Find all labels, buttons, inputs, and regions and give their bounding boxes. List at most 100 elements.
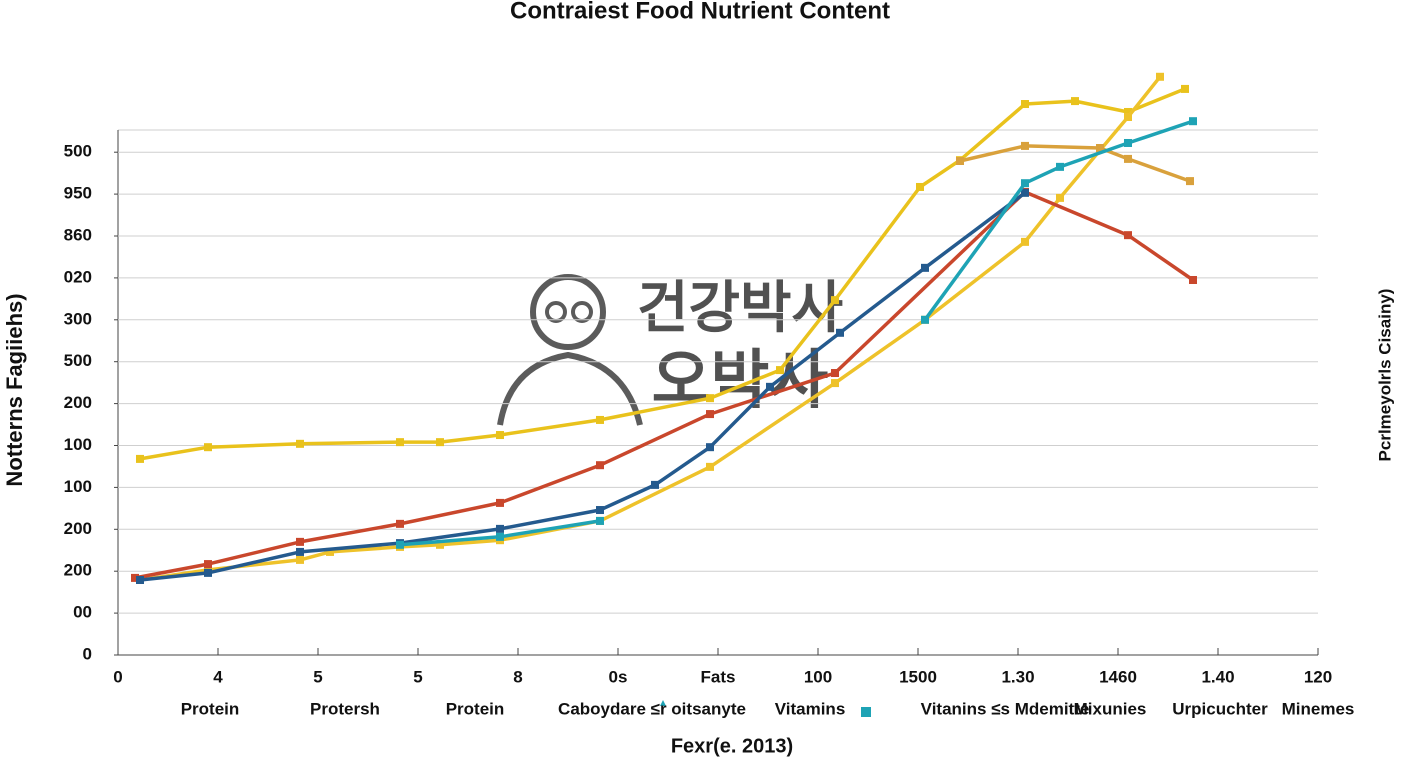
point-marker: [1021, 188, 1029, 197]
category-label: Protersh: [310, 699, 380, 718]
series-line: [139, 191, 1027, 582]
y-tick-label: 300: [64, 309, 92, 328]
point-marker: [496, 498, 504, 507]
x-tick-label: 4: [213, 667, 223, 686]
point-marker: [1156, 72, 1164, 81]
point-marker: [596, 516, 604, 525]
y-tick-label: 500: [64, 142, 92, 161]
x-tick-label: 1.40: [1201, 667, 1234, 686]
point-marker: [1181, 84, 1189, 93]
point-marker: [326, 547, 334, 556]
x-tick-label: 8: [513, 667, 522, 686]
x-tick-label: 0: [113, 667, 122, 686]
legend-swatch: [861, 707, 871, 717]
y-tick-label: 100: [64, 477, 92, 496]
point-marker: [496, 431, 504, 440]
point-marker: [706, 410, 714, 419]
point-marker: [204, 560, 212, 569]
y-tick-label: 00: [73, 603, 92, 622]
watermark: [497, 274, 643, 426]
y-tick-label: 100: [64, 435, 92, 454]
y-tick-label: 500: [64, 351, 92, 370]
point-marker: [396, 540, 404, 549]
point-marker: [436, 438, 444, 447]
point-marker: [1021, 179, 1029, 188]
chart-title: Contraiest Food Nutrient Content: [510, 0, 890, 24]
x-tick-label: 0s: [609, 667, 628, 686]
watermark-text: 건강박사: [637, 276, 843, 339]
point-marker: [766, 382, 774, 391]
category-label: Mixunies: [1074, 699, 1147, 718]
point-marker: [1189, 275, 1197, 284]
series-line: [959, 144, 1191, 183]
point-marker: [1021, 237, 1029, 246]
point-marker: [706, 394, 714, 403]
point-marker: [1021, 100, 1029, 109]
point-marker: [136, 575, 144, 584]
point-marker: [831, 369, 839, 378]
point-marker: [1071, 97, 1079, 106]
point-marker: [136, 454, 144, 463]
point-marker: [296, 547, 304, 556]
category-label: Vitamins: [775, 699, 846, 718]
point-marker: [956, 156, 964, 165]
point-marker: [1124, 113, 1132, 122]
point-marker: [1021, 141, 1029, 150]
category-label: Protein: [446, 699, 505, 718]
point-marker: [706, 462, 714, 471]
x-tick-label: 5: [313, 667, 322, 686]
point-marker: [1189, 117, 1197, 126]
y2-axis-label: Pcrlmeyolrls Cisainy): [1375, 289, 1394, 462]
point-marker: [836, 328, 844, 337]
point-marker: [131, 573, 139, 582]
point-marker: [496, 524, 504, 533]
category-label: Caboydare ≤r oitsanyte: [558, 699, 746, 718]
point-marker: [1056, 193, 1064, 202]
category-label: Vitanins ≤s Mdemitte: [921, 699, 1090, 718]
point-marker: [1096, 144, 1104, 153]
legend-swatch: [660, 700, 666, 706]
point-marker: [831, 379, 839, 388]
point-marker: [1124, 107, 1132, 116]
category-label: Protein: [181, 699, 240, 718]
y-tick-label: 0: [83, 644, 92, 663]
point-marker: [651, 480, 659, 489]
point-marker: [1186, 177, 1194, 186]
point-marker: [204, 568, 212, 577]
x-tick-label: 120: [1304, 667, 1332, 686]
point-marker: [596, 415, 604, 424]
y-tick-label: 860: [64, 225, 92, 244]
point-marker: [921, 263, 929, 272]
y-tick-label: 200: [64, 519, 92, 538]
point-marker: [204, 443, 212, 452]
point-marker: [916, 182, 924, 191]
point-marker: [1124, 231, 1132, 240]
x-tick-label: 1460: [1099, 667, 1137, 686]
y-tick-label: 950: [64, 184, 92, 203]
point-marker: [1124, 138, 1132, 147]
x-tick-label: Fats: [701, 667, 736, 686]
point-marker: [436, 540, 444, 549]
point-marker: [706, 443, 714, 452]
y-tick-label: 200: [64, 561, 92, 580]
x-tick-label: 1.30: [1001, 667, 1034, 686]
x-tick-label: 100: [804, 667, 832, 686]
point-marker: [1124, 154, 1132, 163]
point-marker: [596, 461, 604, 470]
point-marker: [831, 296, 839, 305]
series-line: [139, 87, 1186, 461]
point-marker: [1056, 162, 1064, 171]
y-axis-label: Notterns Fagiiehs): [2, 293, 27, 486]
point-marker: [396, 438, 404, 447]
point-marker: [596, 506, 604, 515]
x-tick-label: 5: [413, 667, 422, 686]
category-label: Urpicuchter: [1172, 699, 1268, 718]
point-marker: [776, 366, 784, 375]
x-tick-label: 1500: [899, 667, 937, 686]
x-axis-label: Fexr(e. 2013): [671, 735, 793, 757]
y-tick-label: 020: [64, 267, 92, 286]
point-marker: [296, 537, 304, 546]
point-marker: [496, 532, 504, 541]
point-marker: [921, 315, 929, 324]
